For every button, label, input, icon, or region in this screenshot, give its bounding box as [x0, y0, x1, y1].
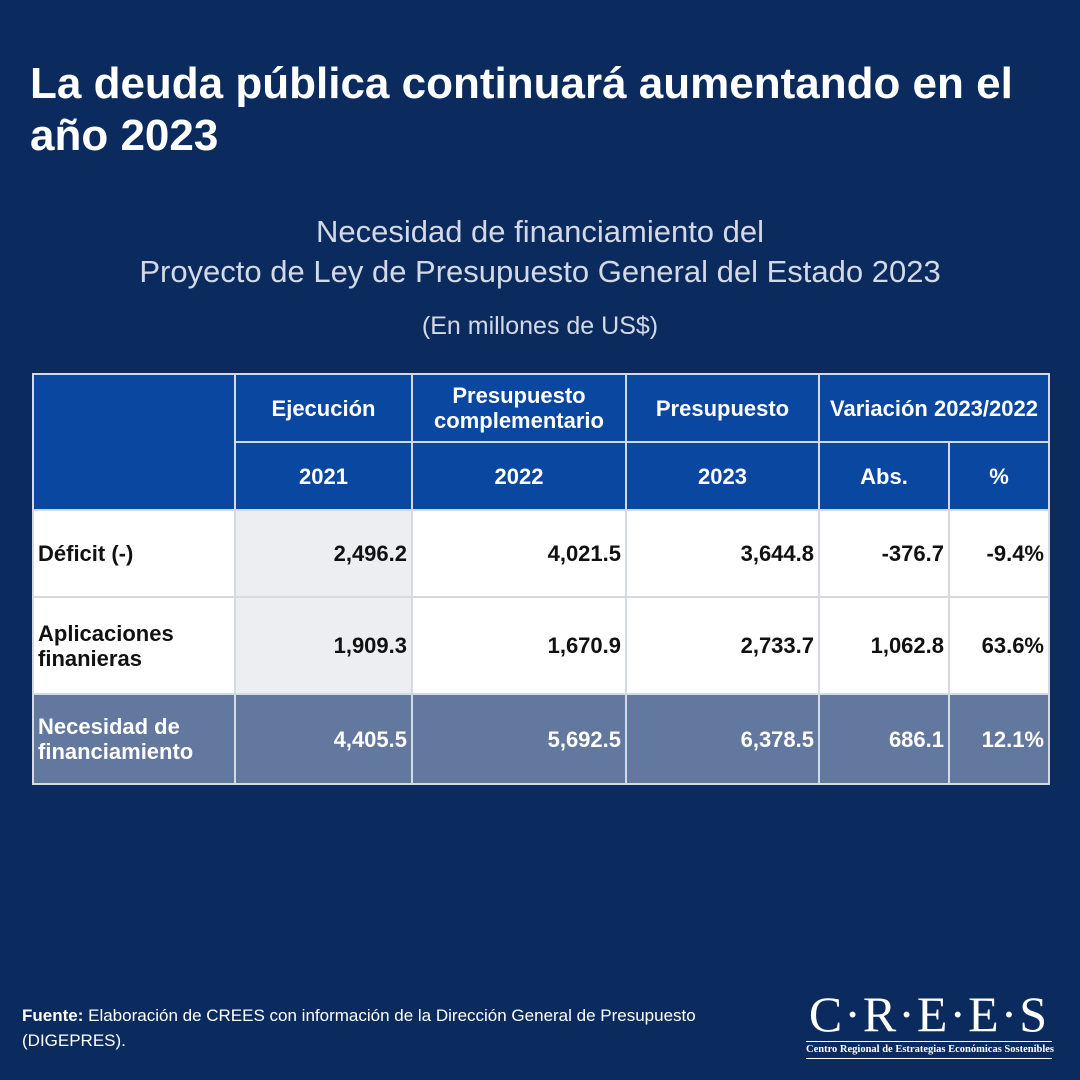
col-header-presupuesto: Presupuesto [625, 373, 820, 443]
cell-2023: 6,378.5 [625, 693, 820, 785]
units-note: (En millones de US$) [421, 312, 659, 340]
cell-2021: 4,405.5 [234, 693, 413, 785]
table-row-necesidad: Necesidad de financiamiento 4,405.5 5,69… [32, 693, 1050, 785]
sub-header-percent: % [948, 441, 1050, 511]
source-text: Elaboración de CREES con información de … [22, 1006, 696, 1050]
row-label: Necesidad de financiamiento [32, 693, 236, 785]
col-header-ejecucion: Ejecución [234, 373, 413, 443]
cell-2022: 1,670.9 [411, 596, 627, 695]
table-row-aplicaciones: Aplicaciones finanieras 1,909.3 1,670.9 … [32, 596, 1050, 695]
row-label: Aplicaciones finanieras [32, 596, 236, 695]
cell-abs: -376.7 [818, 509, 950, 598]
cell-2022: 5,692.5 [411, 693, 627, 785]
subtitle-line-1: Necesidad de financiamiento del [315, 214, 765, 249]
cell-2022: 4,021.5 [411, 509, 627, 598]
sub-header-2021: 2021 [234, 441, 413, 511]
cell-abs: 686.1 [818, 693, 950, 785]
logo-tagline: Centro Regional de Estrategias Económica… [806, 1044, 1055, 1055]
row-label: Déficit (-) [32, 509, 236, 598]
corner-cell [32, 373, 236, 511]
cell-percent: -9.4% [948, 509, 1050, 598]
cell-2023: 2,733.7 [625, 596, 820, 695]
financing-table: Ejecución Presupuesto complementario Pre… [32, 373, 1050, 785]
logo-rule-bottom [806, 1058, 1052, 1059]
source-label: Fuente: [22, 1006, 84, 1025]
source-note: Fuente: Elaboración de CREES con informa… [22, 1003, 782, 1053]
cell-percent: 12.1% [948, 693, 1050, 785]
cell-2023: 3,644.8 [625, 509, 820, 598]
cell-2021: 1,909.3 [234, 596, 413, 695]
col-header-variacion: Variación 2023/2022 [818, 373, 1050, 443]
subtitle-line-2: Proyecto de Ley de Presupuesto General d… [139, 254, 941, 289]
table-row-deficit: Déficit (-) 2,496.2 4,021.5 3,644.8 -376… [32, 509, 1050, 598]
cell-2021: 2,496.2 [234, 509, 413, 598]
cell-percent: 63.6% [948, 596, 1050, 695]
logo-wordmark: C·R·E·E·S [808, 986, 1050, 1042]
sub-header-abs: Abs. [818, 441, 950, 511]
page-title: La deuda pública continuará aumentando e… [30, 59, 1013, 160]
header-row-1: Ejecución Presupuesto complementario Pre… [32, 373, 1050, 511]
sub-header-2022: 2022 [411, 441, 627, 511]
sub-header-2023: 2023 [625, 441, 820, 511]
cell-abs: 1,062.8 [818, 596, 950, 695]
crees-logo: C·R·E·E·S Centro Regional de Estrategias… [806, 986, 1055, 1060]
table-subtitle: Necesidad de financiamiento del Proyecto… [0, 212, 1080, 292]
logo-rule [806, 1041, 1052, 1042]
header-row-2: 2021 2022 2023 Abs. % [33, 441, 1050, 511]
col-header-presupuesto-complementario: Presupuesto complementario [411, 373, 627, 443]
